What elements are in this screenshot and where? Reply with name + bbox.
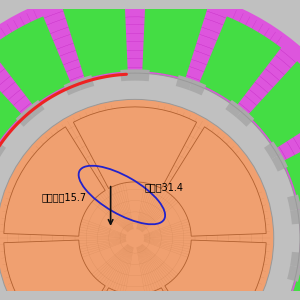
Polygon shape [165,240,266,300]
Polygon shape [74,107,196,188]
Polygon shape [272,154,288,172]
Polygon shape [77,75,94,90]
Polygon shape [120,69,135,81]
Polygon shape [0,61,22,148]
Polygon shape [283,127,300,202]
Polygon shape [63,0,128,79]
Polygon shape [165,127,266,236]
Polygon shape [0,16,71,106]
Polygon shape [26,100,45,118]
Polygon shape [248,61,300,148]
Text: ヨーク厔15.7: ヨーク厔15.7 [41,192,86,202]
Polygon shape [287,194,300,211]
Polygon shape [135,69,150,81]
Polygon shape [199,16,281,106]
Polygon shape [64,80,81,95]
Polygon shape [142,0,207,79]
Polygon shape [189,80,206,95]
Polygon shape [74,288,196,300]
Circle shape [0,73,300,300]
Polygon shape [290,252,300,267]
Polygon shape [4,240,105,300]
Polygon shape [283,274,300,300]
Polygon shape [225,100,244,118]
Polygon shape [176,75,193,90]
Polygon shape [287,266,300,282]
Polygon shape [4,127,105,236]
Polygon shape [264,141,281,159]
Polygon shape [290,209,300,224]
Text: 円弧長31.4: 円弧長31.4 [144,182,183,193]
Polygon shape [16,109,34,127]
Circle shape [0,99,274,300]
Polygon shape [0,141,6,159]
Polygon shape [236,109,254,127]
